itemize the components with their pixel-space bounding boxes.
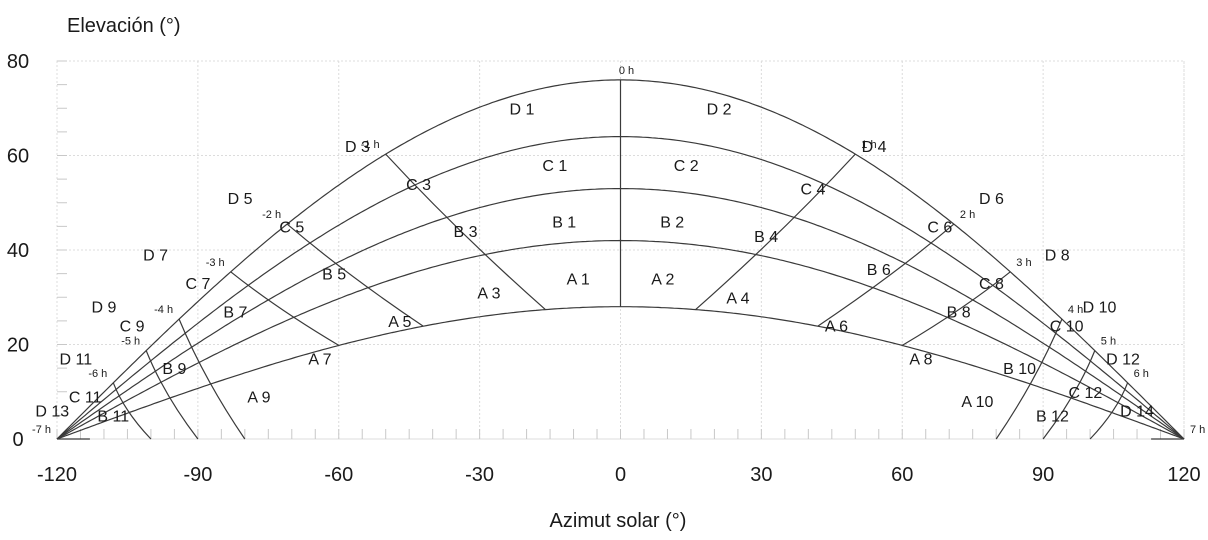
zone-label: A 3: [477, 286, 500, 303]
zone-label: B 12: [1036, 408, 1069, 425]
hour-line: [385, 153, 546, 311]
zone-label: D 4: [862, 139, 887, 156]
x-tick-label: -90: [183, 464, 212, 486]
zone-label: C 3: [406, 177, 431, 194]
x-tick-label: 30: [750, 464, 772, 486]
hour-label: -1 h: [361, 139, 380, 151]
hour-line: [145, 350, 199, 440]
x-tick-label: -60: [324, 464, 353, 486]
x-axis-ticks: -120 -90 -60 -30 0 30 60 90 120: [37, 464, 1201, 486]
zone-label: B 10: [1003, 361, 1036, 378]
y-tick-label: 40: [7, 240, 29, 262]
zone-label: B 1: [552, 215, 576, 232]
zone-label: C 8: [979, 276, 1004, 293]
hour-line: [995, 318, 1063, 440]
hour-label: 4 h: [1068, 304, 1083, 316]
hour-label: -4 h: [154, 304, 173, 316]
zone-label: B 4: [754, 229, 778, 246]
zone-label: D 13: [35, 404, 69, 421]
x-tick-label: 0: [615, 464, 626, 486]
x-tick-label: -120: [37, 464, 77, 486]
y-axis-ticks: 0 20 40 60 80: [7, 51, 29, 451]
hour-line: [1042, 350, 1096, 440]
zone-labels: A 1 A 2 A 3 A 4 A 5 A 6 A 7 A 8 A 9 A 10 B 1 B 2 B 3…: [35, 101, 1154, 425]
hour-line: [901, 271, 1011, 346]
zone-label: C 11: [69, 390, 102, 407]
zone-label: D 11: [59, 352, 92, 369]
hour-label: 7 h: [1190, 424, 1205, 436]
zone-label: D 12: [1106, 352, 1140, 369]
x-tick-label: 60: [891, 464, 913, 486]
hour-label: -7 h: [32, 424, 51, 436]
zone-label: C 10: [1050, 319, 1084, 336]
hour-label: 6 h: [1134, 368, 1149, 380]
zone-label: A 7: [308, 352, 331, 369]
zone-label: A 4: [726, 290, 749, 307]
zone-label: C 1: [542, 158, 567, 175]
zone-label: A 2: [651, 271, 674, 288]
y-tick-label: 20: [7, 335, 29, 357]
zone-label: B 7: [223, 304, 247, 321]
zone-label: D 10: [1083, 300, 1117, 317]
zone-label: D 9: [92, 300, 117, 317]
hour-label: -5 h: [121, 336, 140, 348]
hour-label: -6 h: [88, 368, 107, 380]
hour-line: [230, 271, 340, 346]
hour-line: [112, 382, 152, 440]
hour-line: [178, 318, 246, 440]
zone-label: D 8: [1045, 248, 1070, 265]
zone-label: C 7: [185, 276, 210, 293]
zone-label: C 2: [674, 158, 699, 175]
hour-label: 1 h: [861, 139, 876, 151]
zone-label: C 5: [279, 219, 304, 236]
zone-label: D 5: [228, 191, 253, 208]
hour-label: 0 h: [619, 65, 634, 77]
zone-label: A 1: [567, 271, 590, 288]
zone-label: A 10: [961, 394, 993, 411]
zone-label: A 8: [909, 352, 932, 369]
hour-line: [695, 153, 856, 311]
y-tick-label: 0: [12, 429, 23, 451]
zone-label: B 9: [162, 361, 186, 378]
zone-label: D 1: [509, 101, 534, 118]
hour-label: 2 h: [960, 209, 975, 221]
zone-label: A 5: [388, 314, 411, 331]
y-axis-title: Elevación (°): [67, 15, 181, 37]
zone-label: B 3: [453, 224, 477, 241]
zone-label: B 5: [322, 267, 346, 284]
y-tick-label: 60: [7, 146, 29, 168]
hour-labels: -7 h -6 h -5 h -4 h -3 h -2 h -1 h 0 h 1 h 2 h 3 h…: [32, 65, 1205, 436]
zone-label: B 8: [947, 304, 971, 321]
zone-label: D 7: [143, 248, 168, 265]
zone-label: D 3: [345, 139, 370, 156]
zone-label: D 14: [1120, 404, 1154, 421]
hour-line: [1089, 382, 1129, 440]
zone-label: B 2: [660, 215, 684, 232]
zone-label: C 4: [801, 182, 826, 199]
x-tick-label: 120: [1167, 464, 1200, 486]
zone-label: C 9: [120, 319, 145, 336]
hour-lines: [57, 79, 1184, 440]
x-axis-title: Azimut solar (°): [550, 510, 687, 532]
hour-label: -3 h: [206, 257, 225, 269]
zone-label: A 6: [825, 319, 848, 336]
zone-label: D 2: [707, 101, 732, 118]
zone-label: B 6: [867, 262, 891, 279]
x-tick-label: -30: [465, 464, 494, 486]
x-tick-label: 90: [1032, 464, 1054, 486]
hour-line: [817, 223, 955, 327]
zone-label: D 6: [979, 191, 1004, 208]
y-tick-label: 80: [7, 51, 29, 73]
zone-label: C 12: [1069, 385, 1103, 402]
zone-label: A 9: [247, 390, 270, 407]
hour-label: 3 h: [1016, 257, 1031, 269]
zone-label: B 11: [97, 408, 129, 425]
zone-label: C 6: [927, 219, 952, 236]
hour-label: 5 h: [1101, 336, 1116, 348]
hour-line: [286, 223, 424, 327]
hour-label: -2 h: [262, 209, 281, 221]
